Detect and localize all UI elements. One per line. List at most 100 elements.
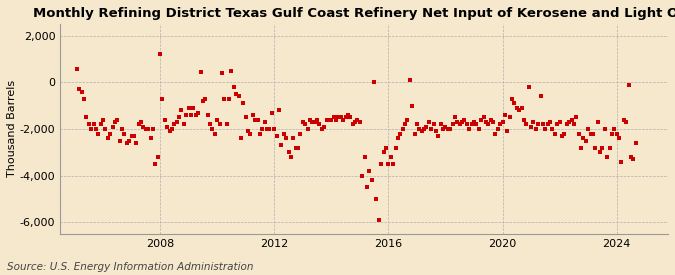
Point (516, 106, 527, 110)
Point (373, 218, 384, 222)
Point (385, 155, 396, 159)
Point (407, 103, 418, 108)
Point (547, 127, 558, 131)
Point (531, 127, 541, 131)
Point (319, 124, 329, 129)
Point (452, 120, 463, 124)
Point (571, 115, 582, 119)
Point (392, 136, 403, 141)
Point (599, 127, 610, 131)
Point (288, 136, 298, 141)
Point (131, 141, 142, 145)
Point (119, 131, 130, 136)
Point (183, 106, 194, 110)
Point (226, 68, 237, 73)
Point (492, 127, 503, 131)
Point (307, 120, 318, 124)
Point (487, 120, 498, 124)
Point (136, 120, 146, 124)
Point (471, 122, 482, 127)
Point (107, 124, 118, 129)
Point (221, 122, 232, 127)
Point (476, 117, 487, 122)
Point (359, 155, 370, 159)
Point (504, 115, 515, 119)
Point (323, 117, 334, 122)
Point (217, 71, 227, 75)
Point (98, 117, 109, 122)
Point (597, 145, 608, 150)
Point (435, 122, 446, 127)
Point (552, 122, 563, 127)
Point (409, 131, 420, 136)
Point (448, 122, 458, 127)
Point (404, 78, 415, 82)
Point (630, 141, 641, 145)
Point (212, 117, 223, 122)
Point (557, 134, 568, 138)
Point (264, 127, 275, 131)
Point (612, 131, 622, 136)
Point (278, 131, 289, 136)
Point (364, 169, 375, 173)
Point (254, 131, 265, 136)
Point (618, 117, 629, 122)
Point (262, 127, 273, 131)
Point (576, 145, 587, 150)
Point (186, 113, 196, 117)
Title: Monthly Refining District Texas Gulf Coast Refinery Net Input of Kerosene and Li: Monthly Refining District Texas Gulf Coa… (33, 7, 675, 20)
Point (590, 145, 601, 150)
Point (535, 94, 546, 98)
Point (143, 127, 154, 131)
Point (214, 122, 225, 127)
Point (331, 117, 342, 122)
Point (580, 138, 591, 143)
Point (140, 127, 151, 131)
Point (357, 174, 368, 178)
Point (412, 122, 423, 127)
Point (321, 117, 332, 122)
Point (88, 122, 99, 127)
Point (100, 127, 111, 131)
Point (390, 145, 401, 150)
Point (133, 122, 144, 127)
Point (566, 117, 577, 122)
Point (245, 131, 256, 136)
Text: Source: U.S. Energy Information Administration: Source: U.S. Energy Information Administ… (7, 262, 253, 272)
Point (81, 115, 92, 119)
Point (540, 127, 551, 131)
Point (559, 131, 570, 136)
Point (562, 122, 572, 127)
Point (309, 120, 320, 124)
Point (281, 136, 292, 141)
Point (526, 124, 537, 129)
Point (433, 134, 443, 138)
Point (387, 162, 398, 166)
Point (78, 96, 89, 101)
Point (500, 113, 510, 117)
Point (342, 113, 353, 117)
Point (371, 197, 382, 201)
Point (273, 108, 284, 112)
Point (200, 96, 211, 101)
Point (457, 120, 468, 124)
Point (195, 70, 206, 74)
Point (86, 127, 97, 131)
Point (367, 178, 377, 183)
Point (298, 120, 308, 124)
Point (528, 120, 539, 124)
Point (495, 122, 506, 127)
Point (72, 67, 82, 72)
Point (468, 120, 479, 124)
Point (83, 122, 94, 127)
Point (317, 127, 327, 131)
Point (607, 131, 618, 136)
Point (188, 106, 199, 110)
Point (236, 136, 246, 141)
Point (497, 120, 508, 124)
Point (248, 113, 259, 117)
Point (464, 127, 475, 131)
Point (171, 120, 182, 124)
Point (442, 127, 453, 131)
Point (157, 96, 168, 101)
